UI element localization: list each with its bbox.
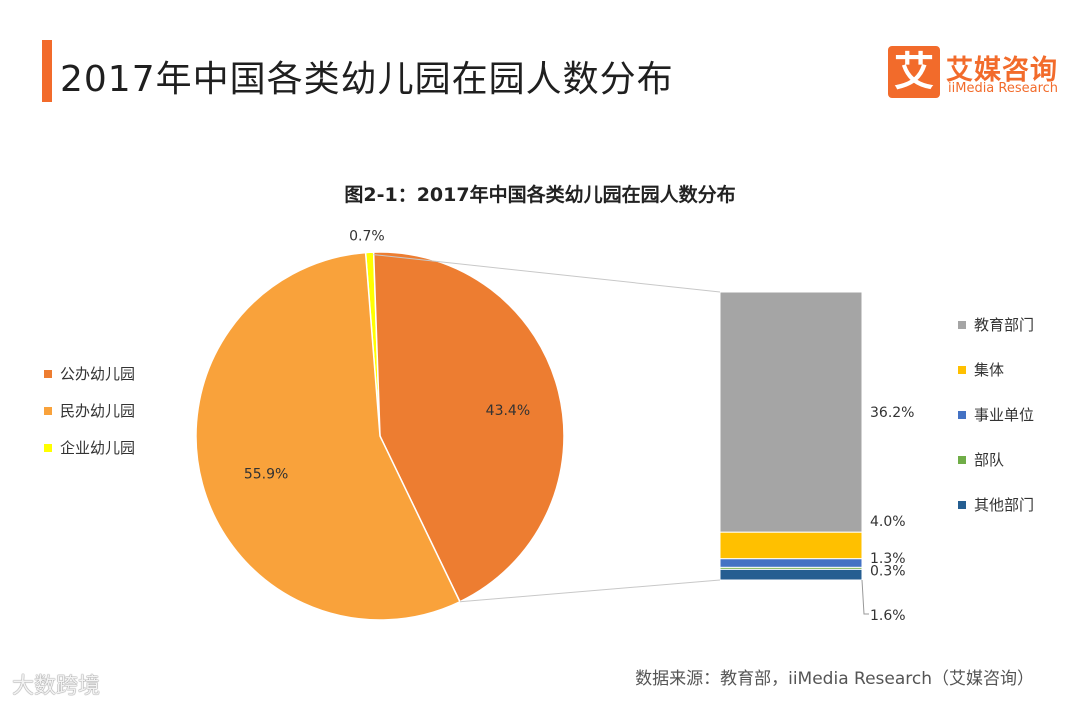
bar-label-4: 1.6% bbox=[870, 608, 906, 624]
bar-legend-label-1: 集体 bbox=[974, 361, 1005, 379]
bar-label-0: 36.2% bbox=[870, 405, 914, 421]
bar-label-3: 0.3% bbox=[870, 563, 906, 579]
pie-slice-0 bbox=[372, 251, 565, 603]
chart-title: 图2-1：2017年中国各类幼儿园在园人数分布 bbox=[344, 184, 736, 206]
pie-legend-item-1: 民办幼儿园 bbox=[44, 400, 135, 421]
bar-legend-item-0: 教育部门 bbox=[958, 314, 1034, 335]
logo-mark-icon: 艾 bbox=[888, 46, 940, 98]
pie-legend-swatch-2 bbox=[44, 443, 52, 452]
logo-name-cn: 艾媒咨询 bbox=[946, 55, 1058, 86]
data-source: 数据来源：教育部，iiMedia Research（艾媒咨询） bbox=[635, 669, 1034, 689]
bar-legend-item-4: 其他部门 bbox=[958, 494, 1034, 515]
pie-legend-item-0: 公办幼儿园 bbox=[44, 363, 135, 384]
bar-segment-0 bbox=[719, 291, 863, 533]
pie-legend-label-1: 民办幼儿园 bbox=[60, 402, 136, 420]
bar-legend-item-3: 部队 bbox=[958, 449, 1004, 470]
connector-line-bottom bbox=[459, 579, 721, 603]
bar-legend-swatch-2 bbox=[958, 410, 966, 419]
bar-legend-label-3: 部队 bbox=[974, 451, 1005, 469]
watermark: 大数跨境 bbox=[12, 674, 101, 699]
bar-label-2: 1.3% bbox=[870, 551, 906, 567]
bar-legend-swatch-0 bbox=[958, 320, 966, 329]
pie-label-enterprise: 0.7% bbox=[349, 228, 385, 244]
bar-segment-1 bbox=[719, 531, 863, 560]
connector-line-top bbox=[373, 254, 721, 293]
bar-label-4-leader bbox=[861, 579, 869, 615]
pie-label-private: 55.9% bbox=[244, 467, 288, 483]
pie-legend-swatch-0 bbox=[44, 369, 52, 378]
pie-legend-item-2: 企业幼儿园 bbox=[44, 437, 135, 458]
bar-legend-item-1: 集体 bbox=[958, 359, 1004, 380]
bar-segment-4 bbox=[719, 568, 863, 581]
logo-name-en: iiMedia Research bbox=[948, 81, 1059, 96]
pie-label-public: 43.4% bbox=[486, 403, 530, 419]
bar-legend-label-2: 事业单位 bbox=[974, 406, 1035, 424]
pie-legend-label-2: 企业幼儿园 bbox=[60, 439, 136, 457]
pie-legend-label-0: 公办幼儿园 bbox=[60, 365, 136, 383]
pie-slice-1 bbox=[195, 251, 461, 621]
bar-legend-item-2: 事业单位 bbox=[958, 404, 1034, 425]
bar-legend-swatch-3 bbox=[958, 455, 966, 464]
bar-legend-swatch-1 bbox=[958, 365, 966, 374]
bar-legend-label-0: 教育部门 bbox=[974, 316, 1035, 334]
title-accent-bar bbox=[42, 40, 52, 102]
bar-legend-label-4: 其他部门 bbox=[974, 496, 1035, 514]
bar-legend-swatch-4 bbox=[958, 500, 966, 509]
pie-legend-swatch-1 bbox=[44, 406, 52, 415]
page-title: 2017年中国各类幼儿园在园人数分布 bbox=[60, 59, 674, 100]
brand-logo[interactable]: 艾 艾媒咨询 iiMedia Research bbox=[888, 46, 1068, 102]
bar-segment-2 bbox=[719, 558, 863, 568]
bar-label-1: 4.0% bbox=[870, 514, 906, 530]
